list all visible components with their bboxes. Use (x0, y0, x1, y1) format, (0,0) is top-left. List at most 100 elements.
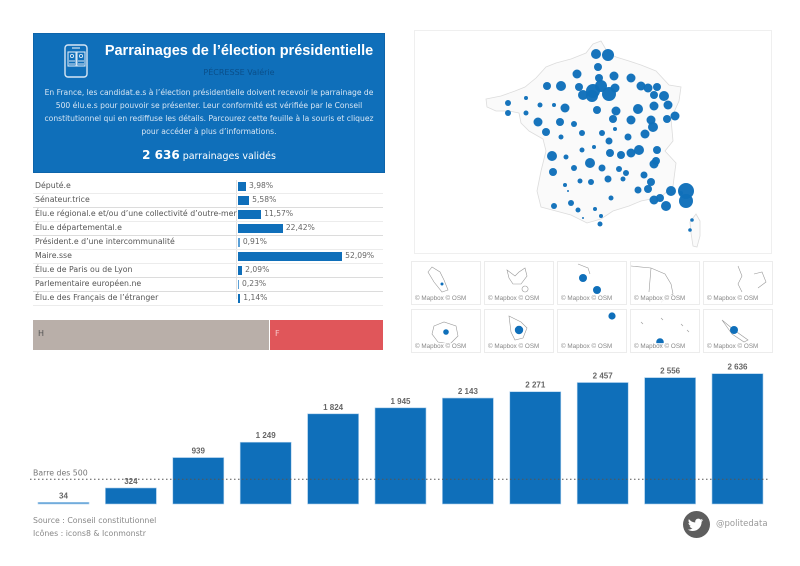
department-bubble[interactable] (577, 178, 583, 184)
department-bubble[interactable] (602, 49, 614, 61)
department-bubble[interactable] (578, 90, 588, 100)
department-bubble[interactable] (505, 110, 511, 116)
category-bar[interactable] (238, 294, 241, 303)
overseas-tile-saint-barthelemy[interactable]: © Mapbox © OSM (557, 309, 627, 353)
department-bubble[interactable] (623, 170, 629, 176)
category-row[interactable]: Élu.e de Paris ou de Lyon 2,09% (33, 264, 383, 278)
department-bubble[interactable] (661, 201, 671, 211)
department-bubble[interactable] (656, 194, 664, 202)
department-bubble[interactable] (653, 83, 661, 91)
gender-bar-female[interactable]: F (269, 320, 383, 350)
chart-bar[interactable] (307, 413, 359, 505)
department-bubble[interactable] (595, 80, 607, 92)
territory-bubble[interactable] (514, 325, 524, 335)
overseas-tile-wallis-futuna[interactable]: © Mapbox © OSM (484, 309, 554, 353)
overseas-tile-reunion[interactable]: © Mapbox © OSM (411, 309, 481, 353)
chart-bar[interactable] (576, 382, 629, 505)
department-bubble[interactable] (568, 200, 574, 206)
overseas-tile-polynesie[interactable]: © Mapbox © OSM (630, 309, 700, 353)
department-bubble[interactable] (624, 133, 632, 141)
department-bubble[interactable] (653, 146, 661, 154)
department-bubble[interactable] (505, 100, 511, 106)
department-bubble[interactable] (663, 115, 671, 123)
department-bubble[interactable] (617, 151, 625, 159)
department-bubble[interactable] (688, 228, 692, 232)
department-bubble[interactable] (579, 130, 585, 136)
overseas-tile-martinique[interactable]: © Mapbox © OSM (411, 261, 481, 305)
overseas-tile-guadeloupe[interactable]: © Mapbox © OSM (484, 261, 554, 305)
chart-bar[interactable] (105, 487, 157, 505)
department-bubble[interactable] (591, 49, 601, 59)
territory-bubble[interactable] (608, 312, 616, 320)
department-bubble[interactable] (604, 175, 612, 183)
department-bubble[interactable] (563, 154, 569, 160)
department-bubble[interactable] (650, 91, 658, 99)
department-bubble[interactable] (640, 171, 648, 179)
category-bar[interactable] (238, 280, 239, 289)
category-bar[interactable] (238, 196, 250, 205)
department-bubble[interactable] (643, 83, 653, 93)
department-bubble[interactable] (594, 63, 602, 71)
territory-bubble[interactable] (440, 282, 444, 286)
department-bubble[interactable] (556, 118, 564, 126)
category-bar[interactable] (238, 238, 240, 247)
overseas-tile-saint-pierre-miquelon[interactable]: © Mapbox © OSM (557, 261, 627, 305)
department-bubble[interactable] (659, 91, 669, 101)
department-bubble[interactable] (558, 134, 564, 140)
category-bar[interactable] (238, 224, 283, 233)
territory-bubble[interactable] (730, 326, 738, 334)
category-row[interactable]: Élu.e des Français de l’étranger 1,14% (33, 292, 383, 306)
department-bubble[interactable] (575, 83, 583, 91)
category-bar[interactable] (238, 266, 243, 275)
category-bar[interactable] (238, 252, 343, 261)
department-bubble[interactable] (597, 221, 603, 227)
category-row[interactable]: Sénateur.trice 5,58% (33, 194, 383, 208)
department-bubble[interactable] (609, 115, 617, 123)
chart-bar[interactable] (172, 457, 225, 505)
chart-bar[interactable] (239, 441, 292, 505)
department-bubble[interactable] (648, 122, 658, 132)
department-bubble[interactable] (605, 137, 613, 145)
department-bubble[interactable] (560, 103, 570, 113)
department-bubble[interactable] (606, 149, 614, 157)
department-bubble[interactable] (593, 207, 597, 211)
department-bubble[interactable] (524, 96, 528, 100)
twitter-handle[interactable]: @politedata (716, 519, 768, 529)
department-bubble[interactable] (613, 127, 617, 131)
department-bubble[interactable] (652, 157, 660, 165)
department-bubble[interactable] (582, 217, 584, 219)
department-bubble[interactable] (547, 151, 557, 161)
department-bubble[interactable] (542, 128, 550, 136)
territory-bubble[interactable] (579, 274, 587, 282)
category-bar[interactable] (238, 182, 246, 191)
department-bubble[interactable] (523, 110, 529, 116)
department-bubble[interactable] (670, 111, 680, 121)
category-row[interactable]: Élu.e départemental.e 22,42% (33, 222, 383, 236)
category-row[interactable]: Président.e d’une intercommunalité 0,91% (33, 236, 383, 250)
department-bubble[interactable] (599, 130, 605, 136)
department-bubble[interactable] (571, 121, 577, 127)
department-bubble[interactable] (640, 129, 650, 139)
department-bubble[interactable] (533, 117, 543, 127)
department-bubble[interactable] (634, 186, 642, 194)
department-bubble[interactable] (644, 185, 652, 193)
department-bubble[interactable] (626, 148, 636, 158)
department-bubble[interactable] (592, 145, 596, 149)
twitter-icon[interactable] (683, 511, 710, 538)
chart-bar[interactable] (442, 397, 494, 505)
chart-bar[interactable] (711, 373, 764, 505)
department-bubble[interactable] (598, 164, 606, 172)
department-bubble[interactable] (599, 214, 603, 218)
category-row[interactable]: Député.e 3,98% (33, 180, 383, 194)
overseas-tile-guyane[interactable]: © Mapbox © OSM (630, 261, 700, 305)
overseas-tile-mayotte[interactable]: © Mapbox © OSM (703, 261, 773, 305)
department-bubble[interactable] (678, 183, 694, 199)
department-bubble[interactable] (571, 165, 577, 171)
department-bubble[interactable] (633, 104, 643, 114)
department-bubble[interactable] (556, 81, 566, 91)
department-bubble[interactable] (649, 101, 659, 111)
gender-bar-male[interactable]: H (33, 320, 269, 350)
department-bubble[interactable] (579, 147, 585, 153)
department-bubble[interactable] (602, 87, 616, 101)
department-bubble[interactable] (616, 166, 622, 172)
